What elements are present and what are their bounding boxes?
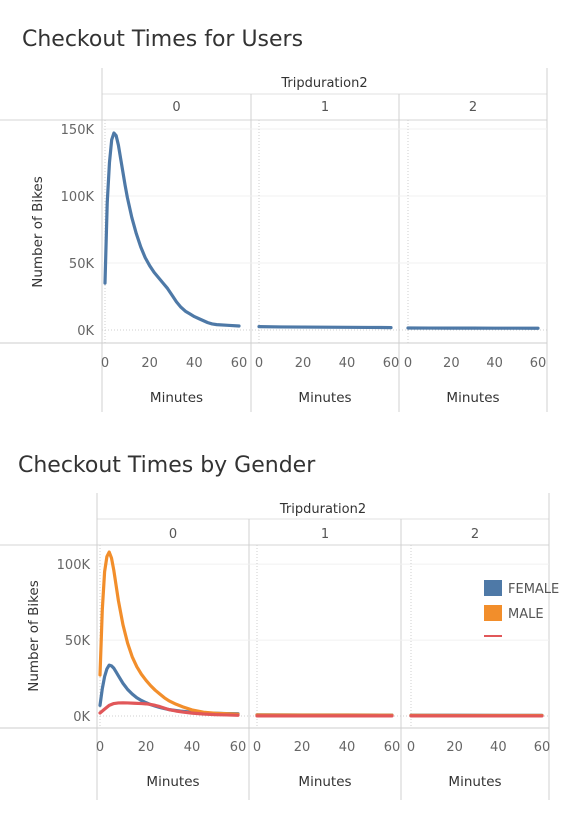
x-tick-label: 40: [490, 740, 507, 755]
x-tick-label: 20: [294, 740, 311, 755]
x-tick-label: 0: [96, 740, 104, 755]
x-tick-label: 40: [486, 356, 503, 371]
x-tick-label: 40: [186, 356, 203, 371]
series-line-series-0-panel-1: [257, 325, 393, 330]
chart-title-users: Checkout Times for Users: [22, 27, 304, 52]
legend-label: MALE: [508, 607, 544, 622]
legend-label: FEMALE: [508, 582, 559, 597]
x-tick-label: 0: [407, 740, 415, 755]
y-axis-label: Number of Bikes: [30, 176, 46, 288]
x-tick-label: 20: [446, 740, 463, 755]
x-tick-label: 60: [230, 740, 247, 755]
x-tick-label: 0: [253, 740, 261, 755]
panel-header-1: 1: [321, 100, 329, 115]
x-tick-label: 40: [339, 356, 356, 371]
users-chart: Tripduration2 0 1 2 0K 50K 100K 150K Number of B…: [0, 68, 548, 412]
x-tick-label: 60: [231, 356, 248, 371]
series-line-series-0-panel-0: [103, 131, 241, 328]
series-line-female-panel-0: [98, 663, 240, 716]
x-axis-label: Minutes: [146, 774, 199, 790]
x-tick-label: 20: [295, 356, 312, 371]
x-axis-label: Minutes: [448, 774, 501, 790]
y-tick-label: 0K: [77, 324, 94, 339]
x-axis-label: Minutes: [298, 390, 351, 406]
y-tick-label: 50K: [65, 634, 91, 649]
y-axis-label: Number of Bikes: [26, 580, 42, 692]
x-tick-label: 20: [141, 356, 158, 371]
x-tick-label: 60: [530, 356, 547, 371]
x-axis-label: Minutes: [446, 390, 499, 406]
x-tick-label: 0: [404, 356, 412, 371]
panel-header-2: 2: [469, 100, 477, 115]
panel-header-1: 1: [321, 527, 329, 542]
series-line-series-2-panel-0: [98, 701, 240, 717]
panel-header-0: 0: [172, 100, 180, 115]
x-tick-label: 20: [138, 740, 155, 755]
x-tick-label: 40: [184, 740, 201, 755]
x-tick-label: 0: [101, 356, 109, 371]
legend-swatch: [484, 580, 502, 596]
column-header-title: Tripduration2: [279, 502, 366, 517]
x-tick-label: 60: [534, 740, 551, 755]
series-line-male-panel-0: [98, 550, 240, 716]
x-tick-label: 60: [384, 740, 401, 755]
y-tick-label: 100K: [61, 190, 95, 205]
x-axis-label: Minutes: [298, 774, 351, 790]
y-tick-label: 100K: [57, 558, 91, 573]
x-axis-label: Minutes: [150, 390, 203, 406]
x-tick-label: 0: [255, 356, 263, 371]
panel-header-2: 2: [471, 527, 479, 542]
legend-swatch: [484, 605, 502, 621]
column-header-title: Tripduration2: [280, 76, 367, 91]
panel-header-0: 0: [169, 527, 177, 542]
x-tick-label: 40: [339, 740, 356, 755]
chart-title-gender: Checkout Times by Gender: [18, 453, 316, 478]
y-tick-label: 150K: [61, 123, 95, 138]
x-tick-label: 20: [443, 356, 460, 371]
x-tick-label: 60: [383, 356, 400, 371]
y-tick-label: 0K: [73, 710, 90, 725]
y-tick-label: 50K: [69, 257, 95, 272]
